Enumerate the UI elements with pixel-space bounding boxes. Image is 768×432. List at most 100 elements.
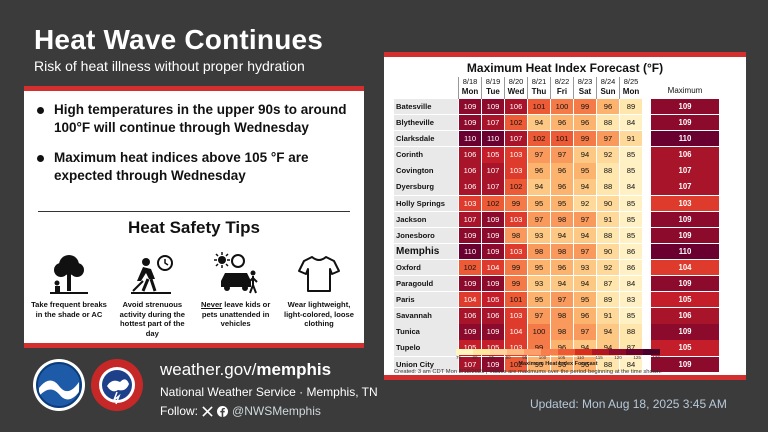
- day-header: 8/20 Wed: [504, 77, 527, 99]
- heat-index-cell: 97: [550, 292, 573, 308]
- heat-index-cell: 95: [527, 259, 550, 276]
- header-spacer: [394, 75, 458, 99]
- legend-swatch: [524, 349, 541, 355]
- heat-index-cell: 94: [573, 227, 596, 244]
- website-link[interactable]: weather.gov/memphis: [160, 360, 378, 380]
- divider: [38, 211, 350, 212]
- city-name: Clarksdale: [394, 131, 458, 147]
- heat-index-cell: 96: [527, 163, 550, 179]
- day-date: 8/24: [600, 77, 616, 86]
- heat-index-cell: 92: [573, 195, 596, 211]
- day-of-week: Mon: [461, 87, 479, 96]
- day-date: 8/19: [485, 77, 501, 86]
- updated-timestamp: Updated: Mon Aug 18, 2025 3:45 AM: [530, 397, 727, 411]
- day-of-week: Fri: [556, 87, 568, 96]
- heat-index-cell: 109: [481, 276, 504, 292]
- social-handle[interactable]: @NWSMemphis: [232, 404, 321, 418]
- heat-index-cell: 103: [458, 195, 481, 211]
- footer-info: weather.gov/memphis National Weather Ser…: [160, 360, 378, 418]
- legend-swatch: [558, 349, 575, 355]
- day-of-week: Mon: [622, 87, 640, 96]
- legend-label: 75: [456, 355, 462, 360]
- x-icon[interactable]: [202, 405, 213, 417]
- heat-index-cell: 109: [481, 243, 504, 260]
- day-date: 8/18: [462, 77, 478, 86]
- heat-index-cell: 103: [504, 147, 527, 163]
- facebook-icon[interactable]: [217, 405, 229, 417]
- legend-label: 90: [505, 355, 511, 360]
- heat-index-cell: 97: [596, 131, 619, 147]
- table-row: Holly Springs 103 102 99 95 95 92 90 85 103: [394, 195, 719, 211]
- agency-logos: [32, 358, 144, 412]
- table-header: 8/18 Mon 8/19 Tue 8/20 Wed 8/21 Thu 8/22 Fri 8/23 S…: [394, 75, 719, 99]
- heat-index-cell: 95: [527, 292, 550, 308]
- heat-index-cell: 95: [550, 195, 573, 211]
- city-name: Jackson: [394, 211, 458, 227]
- heat-index-cell: 90: [596, 195, 619, 211]
- heat-index-cell: 102: [458, 259, 481, 276]
- max-header: Maximum: [667, 86, 703, 95]
- tree-shade-icon: [50, 255, 88, 294]
- heat-index-cell: 99: [504, 195, 527, 211]
- key-messages-panel: High temperatures in the upper 90s to ar…: [24, 86, 364, 348]
- heat-index-cell: 89: [596, 292, 619, 308]
- heat-index-cell: 96: [550, 356, 573, 372]
- heat-index-cell: 94: [527, 115, 550, 131]
- heat-index-cell: 91: [596, 308, 619, 324]
- legend-title: Maximum Heat Index Forecast: [518, 361, 598, 367]
- tip-vehicles-text: Never leave kids or pets unattended in v…: [197, 300, 275, 329]
- heat-index-cell: 97: [573, 211, 596, 227]
- heat-index-cell: 97: [527, 211, 550, 227]
- city-name: Savannah: [394, 308, 458, 324]
- heat-index-cell: 109: [458, 227, 481, 244]
- heat-index-cell: 95: [527, 195, 550, 211]
- max-cell: 109: [651, 276, 719, 292]
- legend-swatch: [456, 349, 473, 355]
- tip-vehicles: Never leave kids or pets unattended in v…: [197, 251, 275, 338]
- heat-index-cell: 91: [619, 131, 642, 147]
- legend-labels: 75 80 85 90 95 100 105 110 115 120 125 130: [456, 355, 660, 360]
- heat-index-cell: 95: [573, 163, 596, 179]
- max-cell: 105: [651, 340, 719, 356]
- heat-index-cell: 106: [458, 308, 481, 324]
- heat-index-cell: 102: [481, 195, 504, 211]
- day-date: 8/25: [623, 77, 639, 86]
- heat-index-cell: 88: [596, 115, 619, 131]
- city-name: Dyersburg: [394, 179, 458, 195]
- heat-index-cell: 100: [550, 99, 573, 115]
- strenuous-work-icon: [131, 255, 174, 294]
- heat-index-cell: 83: [619, 292, 642, 308]
- legend-label: 110: [576, 355, 585, 360]
- max-cell: 106: [651, 308, 719, 324]
- heat-index-cell: 96: [573, 308, 596, 324]
- heat-index-cell: 107: [481, 179, 504, 195]
- city-name: Memphis: [394, 243, 458, 260]
- heat-index-cell: 96: [596, 99, 619, 115]
- heat-index-cell: 106: [458, 179, 481, 195]
- heat-index-cell: 97: [550, 147, 573, 163]
- day-of-week: Tue: [486, 87, 500, 96]
- heat-index-cell: 110: [458, 131, 481, 147]
- heat-index-cell: 94: [550, 227, 573, 244]
- car-kids-pets-icon: [213, 252, 258, 294]
- table-row: Tunica 109 109 104 100 98 97 94 88 109: [394, 324, 719, 340]
- heat-index-cell: 94: [527, 179, 550, 195]
- legend-label: 100: [538, 355, 547, 360]
- forecast-table: 8/18 Mon 8/19 Tue 8/20 Wed 8/21 Thu 8/22 Fri 8/23 S…: [394, 75, 719, 373]
- table-row: Savannah 106 106 103 97 98 96 91 85 106: [394, 308, 719, 324]
- noaa-logo: [33, 359, 85, 411]
- heat-index-cell: 103: [504, 163, 527, 179]
- day-header: 8/18 Mon: [458, 77, 481, 99]
- heat-index-cell: 109: [481, 324, 504, 340]
- table-row: Paragould 109 109 99 93 94 94 87 84 109: [394, 276, 719, 292]
- heat-index-cell: 107: [481, 115, 504, 131]
- table-row: Clarksdale 110 110 107 102 101 99 97 91 110: [394, 131, 719, 147]
- created-note: Created: 3 am CDT Mon 8/18/2025 | Values…: [394, 369, 662, 375]
- day-of-week: Sat: [578, 87, 592, 96]
- heat-index-cell: 109: [481, 227, 504, 244]
- heat-index-cell: 98: [550, 243, 573, 260]
- heat-index-cell: 95: [527, 356, 550, 372]
- website-prefix: weather.gov/: [160, 360, 257, 379]
- city-name: Batesville: [394, 99, 458, 115]
- heat-index-cell: 102: [527, 131, 550, 147]
